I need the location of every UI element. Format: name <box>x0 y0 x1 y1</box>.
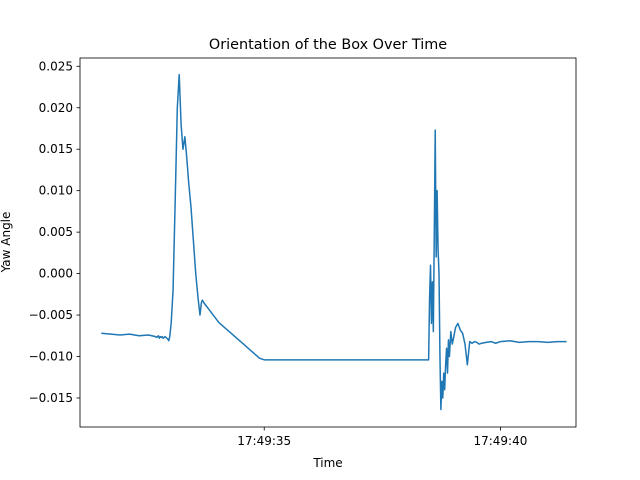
x-axis-label: Time <box>312 456 342 470</box>
x-tick-label: 17:49:35 <box>237 434 291 448</box>
y-tick-label: 0.000 <box>39 267 73 281</box>
chart-title: Orientation of the Box Over Time <box>209 37 447 53</box>
y-tick-label: 0.010 <box>39 184 73 198</box>
y-axis-label: Yaw Angle <box>0 212 13 274</box>
x-axis-ticks: 17:49:35 17:49:40 <box>237 427 527 448</box>
y-tick-label: 0.015 <box>39 142 73 156</box>
axes-frame <box>79 57 577 428</box>
y-tick-label: 0.025 <box>39 59 73 73</box>
series-line-0 <box>101 73 567 411</box>
y-tick-label: −0.005 <box>29 308 73 322</box>
x-tick-label: 17:49:40 <box>473 434 527 448</box>
y-tick-label: −0.010 <box>29 350 73 364</box>
y-tick-label: 0.020 <box>39 101 73 115</box>
y-axis-ticks: −0.015 −0.010 −0.005 0.000 0.005 0.010 0.015 0.… <box>29 59 80 405</box>
y-tick-label: −0.015 <box>29 391 73 405</box>
plot-area: 17:49:35 17:49:40 −0.015 −0.010 −0.005 0.000… <box>29 57 577 448</box>
series-layer <box>101 73 567 411</box>
y-tick-label: 0.005 <box>39 225 73 239</box>
